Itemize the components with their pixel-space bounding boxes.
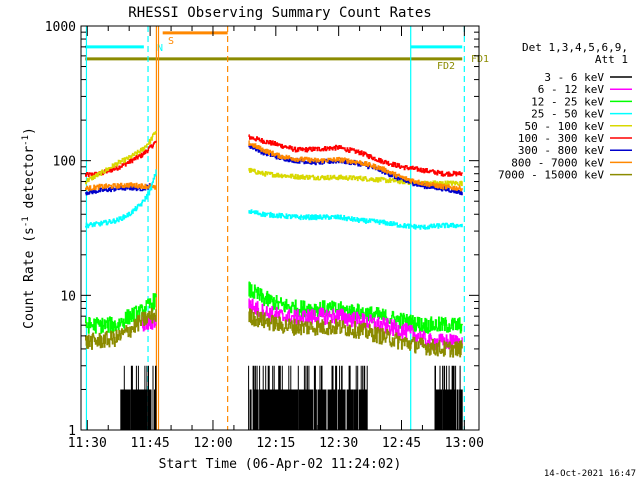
y-tick-label-1000: 1000 <box>45 20 76 35</box>
x-tick-label-105: 12:45 <box>382 436 421 451</box>
series-25-50-kev-seg-0 <box>85 169 157 229</box>
flag-label-fd1: FD1 <box>471 54 489 65</box>
y-axis-label: Count Rate (s-1 detector-1) <box>21 127 37 329</box>
series-3-6-kev-seg-0 <box>120 365 157 430</box>
x-tick-label-45: 11:45 <box>131 436 170 451</box>
flag-label-n: N <box>157 43 163 54</box>
legend-label-800-7000-kev: 800 - 7000 keV <box>511 156 604 169</box>
legend-label-3-6-kev: 3 - 6 keV <box>544 71 604 84</box>
y-tick-label-10: 10 <box>60 289 76 304</box>
series-800-7000-kev-seg-0 <box>85 182 157 192</box>
series-25-50-kev-seg-1 <box>248 209 463 230</box>
legend-label-300-800-kev: 300 - 800 keV <box>518 144 604 157</box>
y-tick-label-100: 100 <box>53 155 76 170</box>
y-label-close: ) <box>22 127 37 135</box>
y-tick-label-1: 1 <box>68 424 76 439</box>
x-axis-label: Start Time (06-Apr-02 11:24:02) <box>159 457 402 472</box>
flag-label-fd2: FD2 <box>437 61 455 72</box>
series-7000-15000-kev-seg-0 <box>85 307 157 350</box>
series-50-100-kev-seg-0 <box>85 131 157 185</box>
x-tick-label-60: 12:00 <box>193 436 232 451</box>
series-12-25-kev-seg-1 <box>248 281 463 334</box>
y-label-main: Count Rate (s <box>22 227 37 329</box>
x-tick-label-120: 13:00 <box>445 436 484 451</box>
legend-label-12-25-kev: 12 - 25 keV <box>531 95 604 108</box>
legend-label-50-100-kev: 50 - 100 keV <box>525 120 605 133</box>
x-tick-label-30: 11:30 <box>68 436 107 451</box>
plot-frame <box>80 25 480 431</box>
y-label-exp2: -1 <box>21 135 31 146</box>
legend-label-6-12-kev: 6 - 12 keV <box>538 83 605 96</box>
legend-label-100-300-kev: 100 - 300 keV <box>518 132 604 145</box>
legend-label-7000-15000-kev: 7000 - 15000 keV <box>498 169 604 182</box>
y-label-exp1: -1 <box>21 216 31 227</box>
legend-header-1: Att 1 <box>595 53 628 66</box>
footer-date: 14-Oct-2021 16:47 <box>544 469 636 479</box>
series-100-300-kev-seg-1 <box>248 134 463 177</box>
y-label-mid: detector <box>22 146 37 217</box>
x-tick-label-90: 12:30 <box>319 436 358 451</box>
axes: 1 10 100 1000 11:30 11:45 12:00 12:15 12:30 12:45… <box>45 20 484 451</box>
data-series <box>85 131 463 430</box>
flag-label-s: S <box>168 36 174 47</box>
vertical-markers <box>85 26 465 430</box>
series-800-7000-kev-seg-1 <box>248 140 463 192</box>
series-3-6-kev-seg-1 <box>248 365 368 430</box>
legend-header-0: Det 1,3,4,5,6,9, <box>522 41 628 54</box>
series-7000-15000-kev-seg-1 <box>248 308 463 358</box>
x-tick-label-75: 12:15 <box>256 436 295 451</box>
legend-label-25-50-kev: 25 - 50 keV <box>531 108 604 121</box>
svg-text:Count Rate (s-1 detector-1): Count Rate (s-1 detector-1) <box>21 127 37 329</box>
chart-title: RHESSI Observing Summary Count Rates <box>128 5 431 21</box>
series-3-6-kev-seg-2 <box>434 365 463 430</box>
